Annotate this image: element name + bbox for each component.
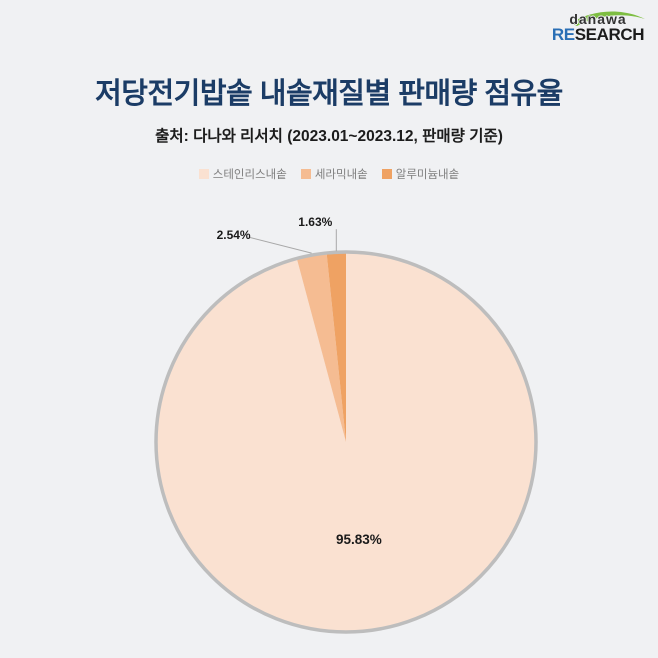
- legend-swatch-ceramic: [300, 169, 311, 179]
- legend-item-stainless: 스테인리스내솥: [198, 166, 287, 182]
- pie-value-label-스테인리스내솥: 95.83%: [336, 532, 382, 547]
- pie-slice-스테인리스내솥: [156, 251, 537, 632]
- legend-swatch-aluminum: [381, 169, 392, 179]
- pie-outer-border: [154, 250, 538, 634]
- logo-brand-text: danawa: [569, 11, 627, 27]
- pie-slice-알루미늄내솥: [326, 252, 346, 442]
- legend-item-aluminum: 알루미늄내솥: [381, 166, 460, 182]
- page-title: 저당전기밥솥 내솥재질별 판매량 점유율: [95, 78, 563, 110]
- logo-research-re: RE: [551, 25, 575, 44]
- logo-swoosh-icon: [571, 11, 645, 26]
- chart-legend: 스테인리스내솥 세라믹내솥 알루미늄내솥: [0, 166, 658, 182]
- logo-research-search: SEARCH: [574, 25, 645, 44]
- logo-research-text: RESEARCH: [549, 25, 647, 44]
- pie-value-label-세라믹내솥: 2.54%: [217, 228, 251, 242]
- danawa-research-logo: danawa RESEARCH: [549, 7, 647, 49]
- legend-label: 스테인리스내솥: [212, 169, 287, 181]
- pie-slice-세라믹내솥: [296, 253, 346, 442]
- legend-item-ceramic: 세라믹내솥: [300, 166, 368, 182]
- legend-swatch-stainless: [198, 169, 209, 179]
- legend-label: 세라믹내솥: [314, 169, 368, 181]
- leader-line: [248, 236, 312, 254]
- source-note: 출처: 다나와 리서치 (2023.01~2023.12, 판매량 기준): [155, 128, 503, 145]
- pie-value-label-알루미늄내솥: 1.63%: [298, 215, 332, 229]
- legend-label: 알루미늄내솥: [395, 169, 460, 181]
